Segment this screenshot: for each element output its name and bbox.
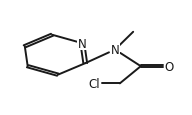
Text: Cl: Cl: [88, 77, 100, 90]
Text: N: N: [78, 37, 87, 50]
Text: O: O: [165, 60, 174, 73]
Text: N: N: [111, 44, 119, 57]
